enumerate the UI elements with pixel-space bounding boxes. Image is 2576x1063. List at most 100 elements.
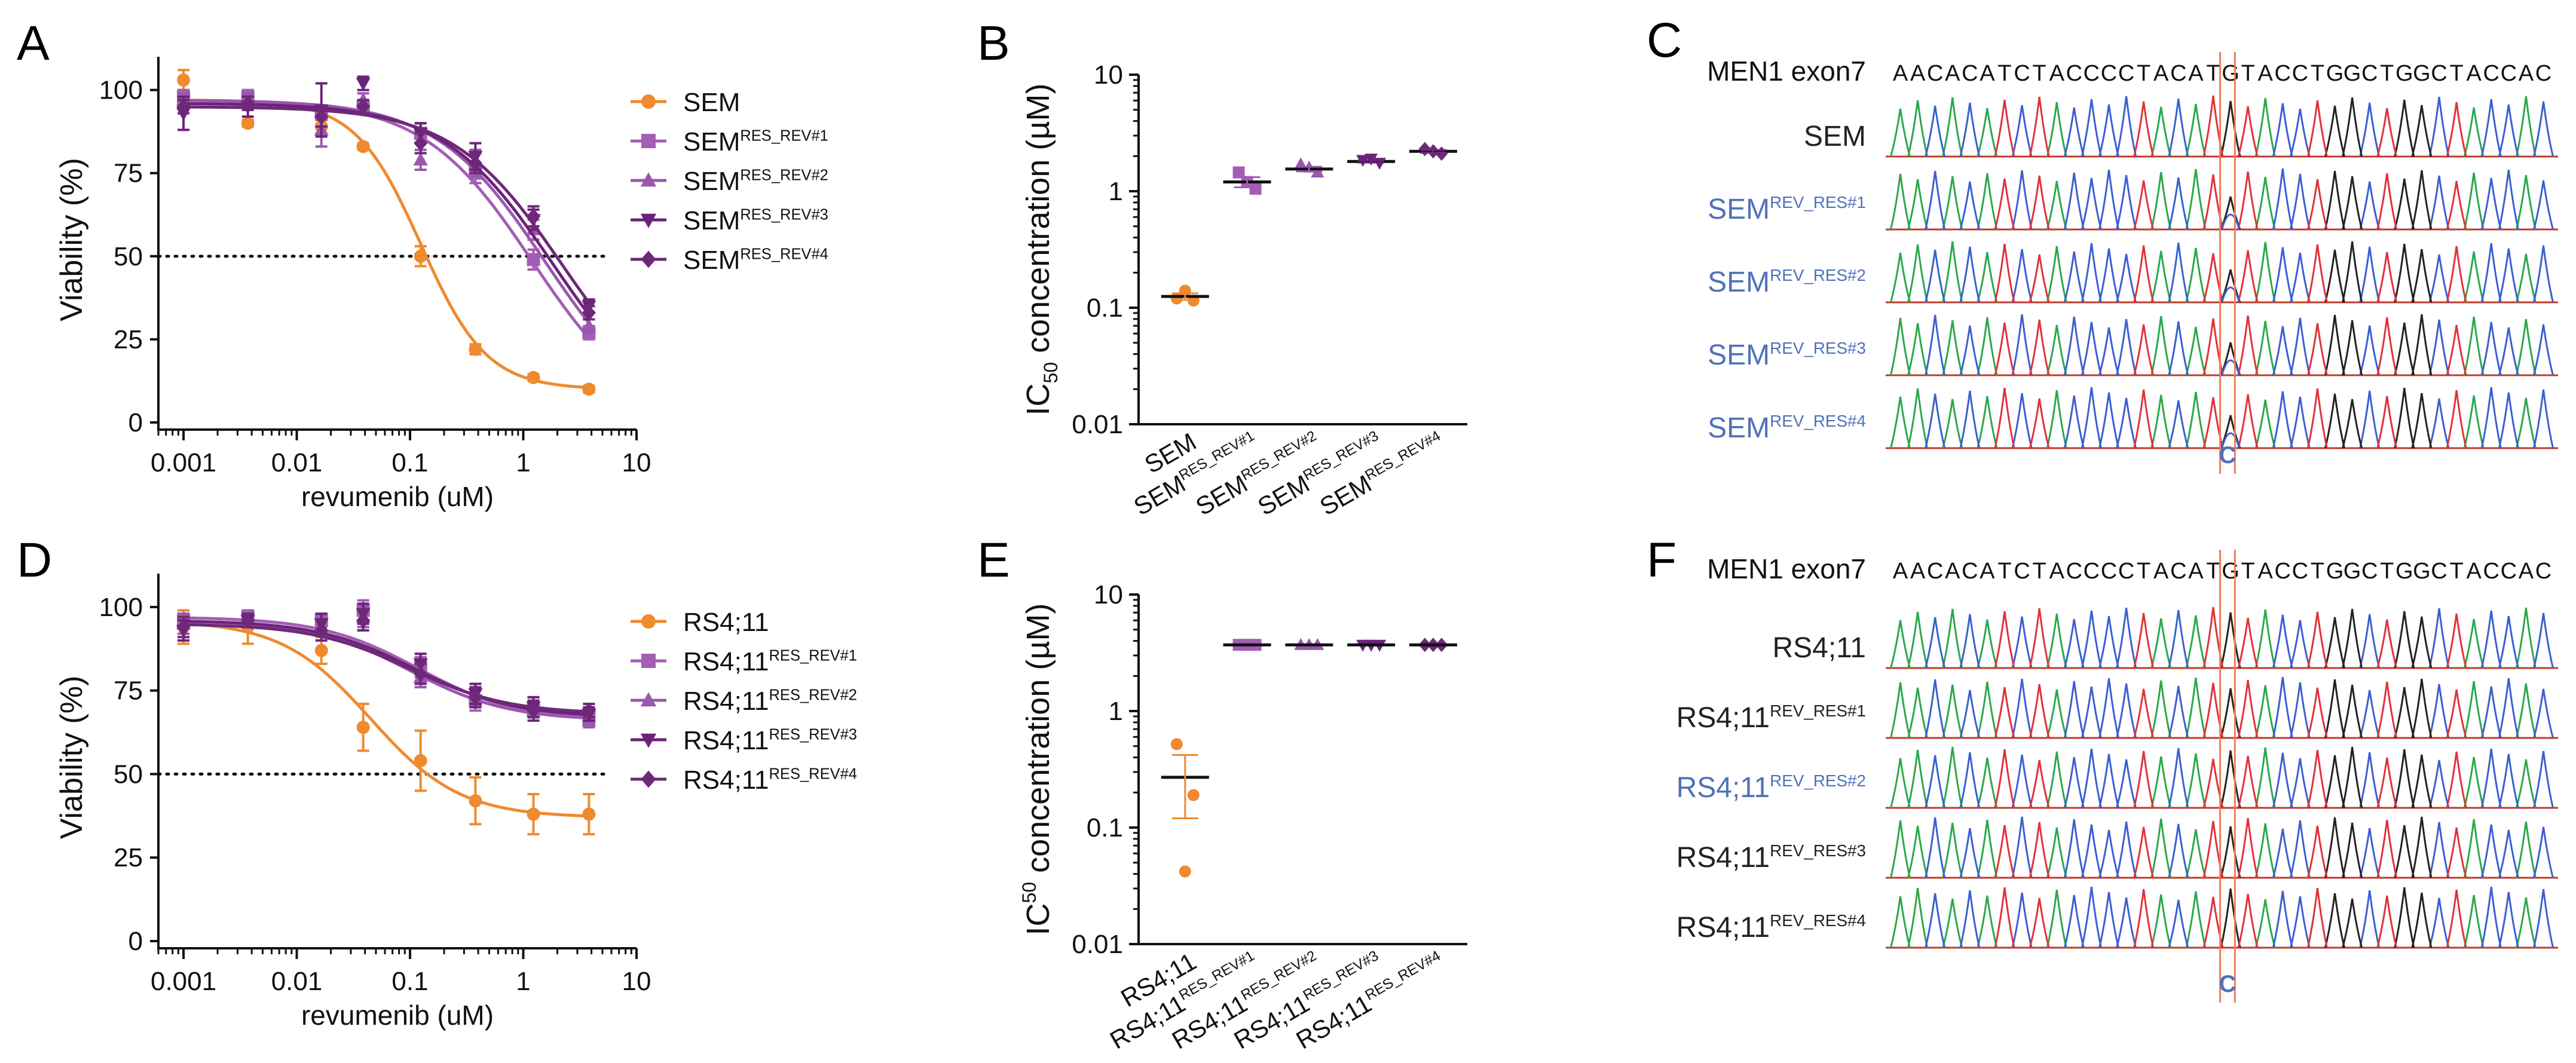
label-base: RS4;11 — [683, 608, 769, 637]
base-letter: C — [2292, 61, 2308, 86]
base-letter: C — [1962, 559, 1978, 584]
base-letter: A — [1910, 61, 1926, 86]
base-letter: A — [2258, 61, 2274, 86]
y-axis-label: Viability (%) — [54, 158, 89, 321]
trace-G — [2220, 816, 2433, 878]
trace-G — [2220, 678, 2433, 739]
x-axis-label: revumenib (uM) — [301, 1000, 494, 1031]
sample-label: RS4;11REV_RES#3 — [1676, 841, 1866, 874]
panel-label-a: A — [17, 16, 50, 71]
base-letter: C — [2084, 61, 2100, 86]
sample-label: RS4;11REV_RES#1 — [1676, 701, 1866, 734]
base-letter: T — [2206, 61, 2220, 86]
base-letter: A — [2466, 559, 2482, 584]
base-letter: A — [2466, 61, 2482, 86]
label-base: RS4;11 — [683, 765, 769, 795]
base-letter: C — [1962, 61, 1978, 86]
trace-A — [1890, 746, 2537, 808]
base-letter: C — [2501, 559, 2517, 584]
x-tick-label: 10 — [622, 967, 651, 996]
base-letter: T — [1997, 559, 2011, 584]
trace-secondary-c — [2221, 359, 2241, 376]
base-letter: C — [2535, 559, 2551, 584]
label-part: IC — [1020, 383, 1056, 415]
trace-C — [1925, 242, 2554, 303]
trace-T — [1994, 887, 2467, 948]
sample-label: SEMREV_RES#2 — [1708, 266, 1866, 298]
label-base: RS4;11 — [1676, 702, 1770, 734]
trace-A — [1890, 607, 2537, 669]
data-point — [1170, 738, 1183, 750]
label-base: SEM — [1708, 412, 1770, 444]
data-point — [356, 99, 371, 115]
trace-secondary-c — [2221, 286, 2241, 303]
legend-marker — [641, 94, 656, 109]
label-superscript: REV_RES#4 — [1770, 911, 1866, 930]
label-base: SEM — [1708, 339, 1770, 371]
data-point — [176, 619, 191, 635]
base-letter: G — [2222, 61, 2240, 86]
base-letter: C — [2501, 61, 2517, 86]
data-point — [1187, 789, 1200, 801]
trace-C — [1925, 96, 2554, 157]
data-point — [314, 108, 329, 125]
base-letter: C — [2084, 559, 2100, 584]
sample-label: RS4;11REV_RES#2 — [1676, 771, 1866, 804]
label-base: RS4;11 — [1676, 912, 1770, 943]
trace-T — [1994, 749, 2467, 808]
base-letter: A — [2049, 559, 2065, 584]
label-superscript: REV_RES#4 — [1770, 412, 1866, 430]
trace-T — [1994, 315, 2467, 376]
data-point — [414, 249, 427, 263]
data-point — [356, 140, 370, 154]
legend-label: SEMRES_REV#2 — [683, 167, 828, 196]
base-letter: T — [2380, 61, 2394, 86]
data-point — [1179, 865, 1191, 878]
trace-T — [1994, 95, 2467, 157]
label-superscript: RES_REV#3 — [769, 726, 858, 743]
x-tick-label: 1 — [516, 967, 530, 996]
base-letter: A — [2258, 559, 2274, 584]
dose-response-chart-sem: 0 25 50 75 100 0.001 0.01 0.1 1 10 revumenib (uM) V… — [54, 57, 828, 512]
data-point — [526, 208, 541, 225]
base-letter: T — [2311, 559, 2324, 584]
chromatogram-row-2: RS4;11REV_RES#1 — [1676, 676, 2558, 739]
chromatogram-row-3: SEMREV_RES#2 — [1708, 241, 2558, 304]
legend-label: SEMRES_REV#1 — [683, 127, 828, 157]
label-base: SEM — [683, 246, 740, 275]
x-tick-label: 0.1 — [391, 967, 428, 996]
base-letter: A — [1980, 61, 1995, 86]
trace-T — [1994, 171, 2467, 230]
y-tick-label: 0.1 — [1087, 293, 1123, 323]
base-letter: T — [2137, 559, 2150, 584]
sample-label: SEM — [1804, 121, 1866, 152]
trace-C — [1925, 314, 2554, 376]
base-letter: A — [1893, 61, 1908, 86]
trace-T — [1994, 679, 2467, 739]
base-letter: A — [1910, 559, 1926, 584]
legend-marker — [641, 250, 656, 268]
label-superscript: REV_RES#2 — [1770, 266, 1866, 284]
label-superscript: REV_RES#3 — [1770, 339, 1866, 357]
chromatogram-row-1: RS4;11 — [1772, 606, 2558, 669]
label-base: RS4;11 — [1676, 772, 1770, 804]
legend-label: RS4;11RES_REV#1 — [683, 647, 857, 676]
label-superscript: RES_REV#4 — [769, 765, 858, 782]
data-point — [582, 305, 596, 321]
y-tick-label: 10 — [1094, 580, 1123, 609]
trace-A — [1890, 677, 2537, 739]
label-superscript: REV_RES#3 — [1770, 841, 1866, 860]
legend-marker — [641, 770, 656, 788]
label-base: RS4;11 — [683, 687, 769, 716]
trace-C — [1925, 607, 2554, 669]
trace-A — [1890, 887, 2537, 948]
data-point — [469, 794, 482, 808]
x-category-label: SEMRES_REV#4 — [1315, 427, 1449, 521]
base-letter: A — [2519, 559, 2534, 584]
data-point — [414, 754, 427, 768]
data-point — [468, 689, 482, 706]
base-letter: C — [2275, 559, 2291, 584]
base-letter: C — [2066, 559, 2082, 584]
y-tick-label: 0.01 — [1072, 930, 1123, 959]
legend-label: RS4;11 — [683, 608, 769, 637]
